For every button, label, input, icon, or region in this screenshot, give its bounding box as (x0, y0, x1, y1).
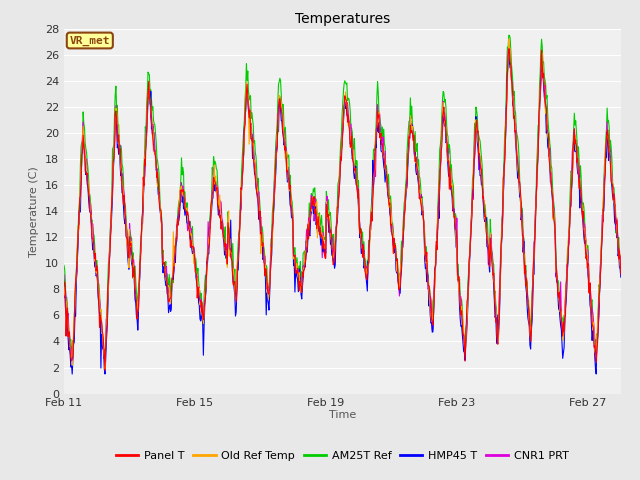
AM25T Ref (60, 263, 68, 268)
X-axis label: Time: Time (329, 410, 356, 420)
HMP45 T (486, 241, 494, 247)
Panel T (124, 254, 132, 260)
CNR1 PRT (486, 232, 494, 238)
Panel T (617, 271, 625, 277)
HMP45 T (68, 371, 76, 377)
CNR1 PRT (173, 225, 181, 231)
HMP45 T (124, 260, 132, 265)
Panel T (396, 284, 404, 290)
Y-axis label: Temperature (C): Temperature (C) (29, 166, 39, 257)
Panel T (101, 368, 109, 373)
Panel T (60, 283, 68, 288)
HMP45 T (173, 219, 181, 225)
HMP45 T (136, 273, 143, 278)
AM25T Ref (68, 364, 76, 370)
Old Ref Temp (505, 36, 513, 42)
Line: HMP45 T: HMP45 T (64, 47, 621, 374)
HMP45 T (60, 277, 68, 283)
AM25T Ref (173, 219, 181, 225)
Old Ref Temp (173, 221, 181, 227)
AM25T Ref (349, 146, 357, 152)
AM25T Ref (136, 258, 143, 264)
CNR1 PRT (136, 268, 143, 274)
Panel T (486, 235, 494, 241)
Line: Panel T: Panel T (64, 49, 621, 371)
Old Ref Temp (136, 264, 143, 270)
AM25T Ref (505, 33, 513, 38)
AM25T Ref (486, 216, 494, 222)
Old Ref Temp (124, 251, 132, 256)
HMP45 T (349, 151, 357, 157)
Old Ref Temp (101, 366, 109, 372)
Panel T (349, 158, 357, 164)
HMP45 T (505, 44, 513, 49)
CNR1 PRT (68, 364, 76, 370)
Old Ref Temp (617, 267, 625, 273)
CNR1 PRT (124, 250, 132, 256)
Panel T (136, 261, 143, 267)
Old Ref Temp (396, 276, 404, 282)
Legend: Panel T, Old Ref Temp, AM25T Ref, HMP45 T, CNR1 PRT: Panel T, Old Ref Temp, AM25T Ref, HMP45 … (112, 446, 573, 466)
Text: VR_met: VR_met (70, 36, 110, 46)
CNR1 PRT (505, 42, 513, 48)
Line: CNR1 PRT: CNR1 PRT (64, 45, 621, 367)
Panel T (173, 216, 181, 222)
Old Ref Temp (486, 230, 494, 236)
HMP45 T (396, 290, 404, 296)
AM25T Ref (617, 268, 625, 274)
Title: Temperatures: Temperatures (295, 12, 390, 26)
Old Ref Temp (60, 278, 68, 284)
Old Ref Temp (349, 147, 357, 153)
Line: AM25T Ref: AM25T Ref (64, 36, 621, 367)
CNR1 PRT (60, 272, 68, 278)
AM25T Ref (124, 247, 132, 253)
HMP45 T (617, 274, 625, 280)
Panel T (505, 46, 513, 52)
AM25T Ref (396, 273, 404, 279)
CNR1 PRT (617, 270, 625, 276)
CNR1 PRT (396, 278, 404, 284)
Line: Old Ref Temp: Old Ref Temp (64, 39, 621, 369)
CNR1 PRT (349, 147, 357, 153)
